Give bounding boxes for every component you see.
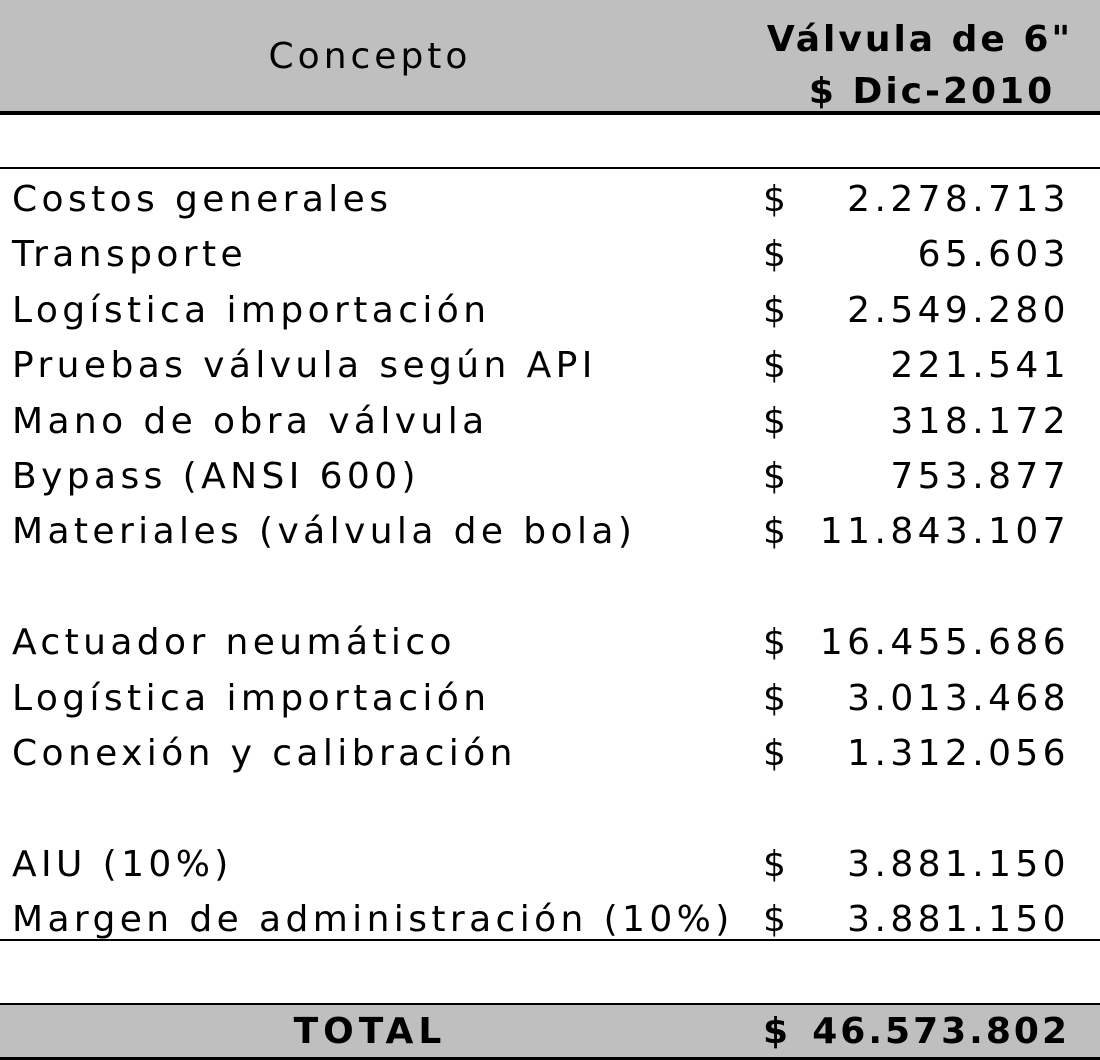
section-divider [0,939,1100,941]
spacer-row [0,560,1100,615]
row-amount: 221.541 [890,345,1070,387]
row-label: Actuador neumático [12,622,456,664]
concept-column-header: Concepto [268,36,472,77]
table-row: Margen de administración (10%) $ 3.881.1… [0,892,1100,947]
row-label: Materiales (válvula de bola) [12,511,637,553]
row-label: Logística importación [12,677,491,719]
total-label: TOTAL [293,1011,447,1052]
total-amount: 46.573.802 [812,1011,1070,1052]
row-label: Transporte [12,234,248,276]
table-row: Mano de obra válvula $ 318.172 [0,394,1100,449]
row-label: Margen de administración (10%) [12,899,734,941]
row-amount: 753.877 [890,455,1070,497]
spacer-row [0,781,1100,836]
row-amount: 2.278.713 [847,179,1070,220]
row-label: Bypass (ANSI 600) [12,455,420,497]
table-row: Costos generales $ 2.278.713 [0,172,1100,227]
row-amount: 2.549.280 [847,289,1070,331]
value-header-line2: $ Dic-2010 [808,71,1056,112]
currency-symbol: $ [763,345,791,387]
row-label: Pruebas válvula según API [12,345,597,387]
row-label: Conexión y calibración [12,732,517,774]
table-body: Costos generales $ 2.278.713 Transporte … [0,172,1100,947]
table-row: Logística importación $ 2.549.280 [0,283,1100,338]
table-row: AIU (10%) $ 3.881.150 [0,837,1100,892]
row-label: AIU (10%) [12,843,233,885]
table-row: Bypass (ANSI 600) $ 753.877 [0,449,1100,504]
currency-symbol: $ [763,455,791,497]
currency-symbol: $ [763,234,791,276]
section-divider [0,167,1100,169]
row-amount: 65.603 [917,234,1070,276]
currency-symbol: $ [763,843,791,885]
value-header-line1: Válvula de 6" [766,19,1074,60]
row-amount: 16.455.686 [819,622,1070,664]
currency-symbol: $ [763,511,791,553]
row-amount: 3.881.150 [847,899,1070,941]
currency-symbol: $ [763,179,791,220]
currency-symbol: $ [763,732,791,774]
currency-symbol: $ [763,1011,789,1052]
row-amount: 318.172 [890,400,1070,442]
total-row: TOTAL $ 46.573.802 [0,1003,1100,1060]
row-label: Costos generales [12,179,393,220]
row-amount: 1.312.056 [847,732,1070,774]
currency-symbol: $ [763,677,791,719]
row-label: Logística importación [12,289,491,331]
table-row: Conexión y calibración $ 1.312.056 [0,726,1100,781]
table-row: Actuador neumático $ 16.455.686 [0,615,1100,670]
row-amount: 3.013.468 [847,677,1070,719]
row-label: Mano de obra válvula [12,400,489,442]
row-amount: 3.881.150 [847,843,1070,885]
currency-symbol: $ [763,400,791,442]
row-amount: 11.843.107 [819,511,1070,553]
value-column-header: Válvula de 6" $ Dic-2010 [760,14,1080,118]
currency-symbol: $ [763,289,791,331]
table-row: Transporte $ 65.603 [0,227,1100,282]
table-row: Pruebas válvula según API $ 221.541 [0,338,1100,393]
table-header: Concepto Válvula de 6" $ Dic-2010 [0,0,1100,115]
currency-symbol: $ [763,899,791,941]
table-row: Logística importación $ 3.013.468 [0,671,1100,726]
table-row: Materiales (válvula de bola) $ 11.843.10… [0,504,1100,559]
currency-symbol: $ [763,622,791,664]
